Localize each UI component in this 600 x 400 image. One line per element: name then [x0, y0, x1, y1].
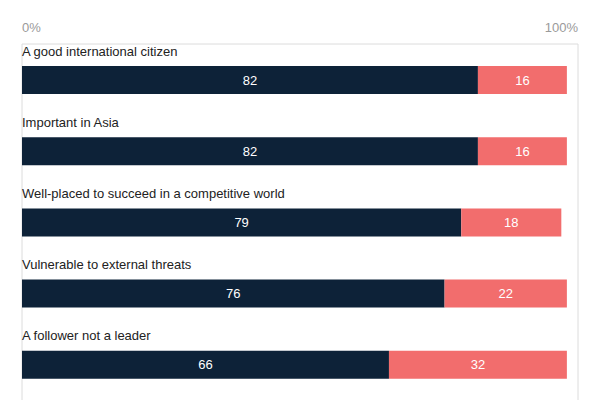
- svg-text:66: 66: [198, 357, 212, 372]
- svg-text:18: 18: [504, 215, 518, 230]
- svg-text:A good international citizen: A good international citizen: [22, 44, 177, 59]
- svg-text:0%: 0%: [22, 20, 41, 35]
- svg-text:A follower not a leader: A follower not a leader: [22, 328, 151, 343]
- svg-text:Vulnerable to external threats: Vulnerable to external threats: [22, 257, 192, 272]
- svg-text:82: 82: [243, 73, 257, 88]
- svg-text:Important in Asia: Important in Asia: [22, 115, 120, 130]
- svg-text:Well-placed to succeed in a co: Well-placed to succeed in a competitive …: [22, 186, 285, 201]
- svg-text:100%: 100%: [545, 20, 579, 35]
- svg-text:16: 16: [515, 144, 529, 159]
- svg-text:16: 16: [515, 73, 529, 88]
- svg-text:22: 22: [498, 286, 512, 301]
- svg-text:82: 82: [243, 144, 257, 159]
- svg-text:79: 79: [234, 215, 248, 230]
- svg-text:32: 32: [471, 357, 485, 372]
- svg-text:76: 76: [226, 286, 240, 301]
